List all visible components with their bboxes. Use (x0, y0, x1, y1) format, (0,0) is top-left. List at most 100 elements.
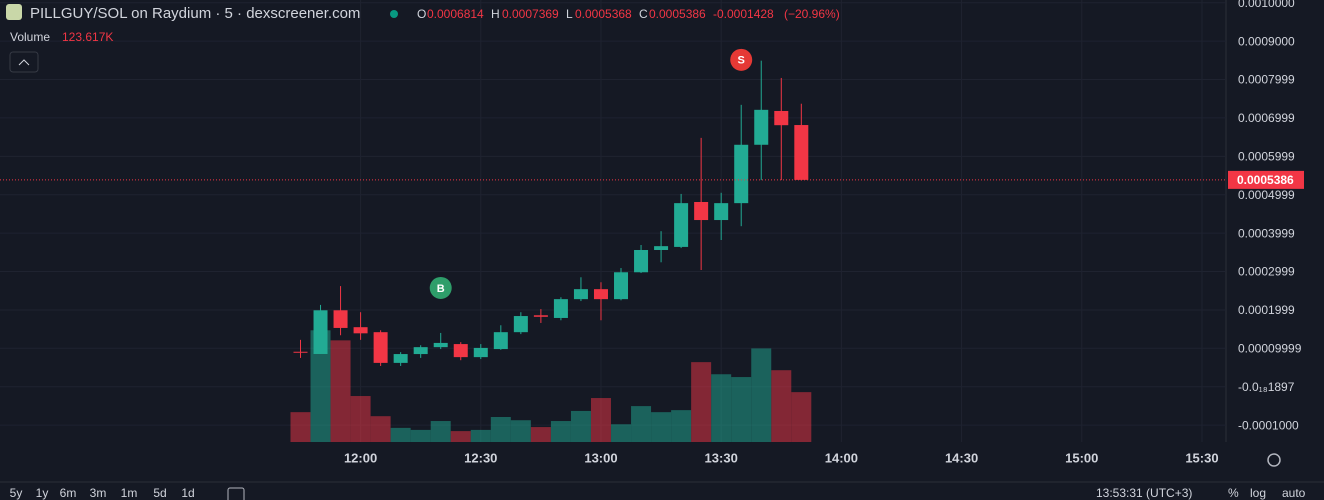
volume-bar (350, 396, 371, 442)
trade-marker-label: B (437, 283, 445, 295)
ohlc-label: L (566, 7, 573, 21)
ohlc-label: H (491, 7, 500, 21)
volume-bar (390, 427, 411, 442)
candle-body (353, 327, 368, 334)
bottom-toolbar (0, 482, 1324, 500)
range-button[interactable]: 1d (181, 486, 194, 500)
volume-bar (751, 348, 772, 442)
percent-toggle[interactable]: % (1228, 486, 1239, 500)
plot: 0.0005386 B S (0, 48, 1304, 442)
y-tick-label: -0.0₁₈1897 (1238, 380, 1295, 394)
volume-bar (550, 421, 571, 442)
y-tick-label: 0.0010000 (1238, 0, 1295, 10)
ohlc-value: 0.0006814 (427, 7, 484, 21)
candle-body (313, 310, 328, 354)
x-tick-label: 12:00 (344, 450, 377, 465)
x-tick-label: 15:00 (1065, 450, 1098, 465)
y-tick-label: 0.0003999 (1238, 226, 1295, 240)
x-tick-label: 13:00 (584, 450, 617, 465)
volume-bar (731, 377, 752, 442)
candle-body (794, 125, 809, 180)
range-button[interactable]: 1y (36, 486, 49, 500)
volume-bar (470, 429, 491, 442)
candle-body (393, 354, 408, 363)
volume-bar (430, 421, 451, 442)
chart-title: PILLGUY/SOL on Raydium · 5 · dexscreener… (30, 5, 360, 22)
range-button[interactable]: 5y (10, 486, 23, 500)
y-tick-label: -0.0001000 (1238, 418, 1299, 432)
collapse-button[interactable] (9, 51, 39, 73)
volume-bar (510, 420, 531, 442)
y-tick-label: 0.0004999 (1238, 188, 1295, 202)
x-tick-label: 13:30 (705, 450, 738, 465)
y-tick-label: 0.0002999 (1238, 265, 1295, 279)
log-toggle[interactable]: log (1250, 486, 1266, 500)
candle-body (593, 289, 608, 300)
volume-title: Volume (10, 30, 50, 44)
calendar-icon[interactable] (227, 487, 245, 500)
trade-marker (429, 276, 452, 299)
range-button[interactable]: 3m (90, 486, 107, 500)
candle-body (493, 332, 508, 350)
candle-body (553, 299, 568, 318)
volume-bar (651, 412, 672, 442)
x-tick-label: 14:00 (825, 450, 858, 465)
volume-bar (691, 362, 712, 442)
volume-bar (370, 416, 391, 442)
ohlc-label: O (417, 7, 426, 21)
clock: 13:53:31 (UTC+3) (1096, 486, 1192, 500)
token-icon (6, 4, 22, 20)
volume-bar (590, 398, 611, 442)
candle-body (774, 110, 789, 126)
volume-bar (330, 340, 351, 442)
last-price-box (1228, 170, 1304, 189)
x-tick-label: 15:30 (1185, 450, 1218, 465)
volume-bar (290, 412, 311, 442)
candle-body (734, 144, 749, 204)
candle-body (754, 109, 769, 145)
candle-body (453, 344, 468, 358)
range-button[interactable]: 5d (153, 486, 166, 500)
volume-bar (671, 410, 692, 442)
candle-body (573, 289, 588, 300)
y-tick-label: 0.00009999 (1238, 341, 1302, 355)
trade-marker (730, 48, 753, 71)
change: -0.0001428 (713, 7, 774, 21)
candle-body (513, 316, 528, 333)
x-tick-label: 14:30 (945, 450, 978, 465)
candle-body (373, 332, 388, 363)
volume-bar (771, 370, 792, 442)
volume-bar (450, 431, 471, 442)
auto-toggle[interactable]: auto (1282, 486, 1306, 500)
collapse-icon (18, 59, 30, 66)
candle-body (714, 203, 729, 221)
y-tick-label: 0.0001999 (1238, 303, 1295, 317)
candle-body (614, 272, 629, 300)
status-dot (390, 10, 398, 18)
range-button[interactable]: 1m (121, 486, 138, 500)
candle-body (333, 310, 348, 328)
candle-body (433, 342, 448, 348)
volume-bar (310, 330, 331, 442)
volume-bar (711, 374, 732, 442)
candle-body (654, 246, 669, 250)
settings-icon[interactable] (1267, 453, 1281, 467)
candle-body (674, 203, 689, 247)
ohlc-value: 0.0005368 (575, 7, 632, 21)
ohlc-label: C (639, 7, 648, 21)
candle-body (413, 347, 428, 355)
y-tick-label: 0.0007999 (1238, 73, 1295, 87)
y-tick-label: 0.0006999 (1238, 111, 1295, 125)
volume-bar (410, 429, 431, 442)
ohlc-value: 0.0007369 (502, 7, 559, 21)
volume-bar (631, 406, 652, 442)
x-tick-label: 12:30 (464, 450, 497, 465)
ohlc-value: 0.0005386 (649, 7, 706, 21)
candle-body (293, 351, 308, 353)
volume-bar (611, 424, 632, 442)
volume-bar (530, 427, 551, 442)
volume-bar (791, 392, 812, 442)
range-button[interactable]: 6m (60, 486, 77, 500)
volume-bar (490, 416, 511, 442)
